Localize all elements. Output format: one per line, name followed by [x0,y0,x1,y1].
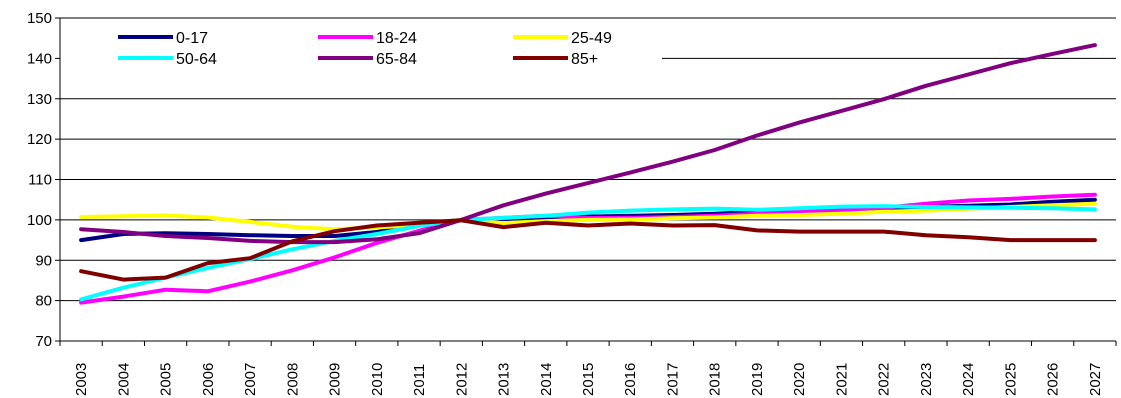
x-tick-label: 2007 [242,363,259,396]
x-tick-label: 2009 [327,363,344,396]
x-tick-label: 2011 [411,364,428,396]
x-tick-label: 2025 [1002,363,1019,396]
x-tick-label: 2005 [158,363,175,396]
legend-label-18-24: 18-24 [376,30,417,47]
x-tick-label: 2003 [73,363,90,396]
legend-label-25-49: 25-49 [571,30,612,47]
x-tick-label: 2006 [200,363,217,396]
series-line-65-84 [79,43,1097,245]
series-lines [79,43,1097,305]
x-tick-label: 2015 [580,363,597,396]
y-tick-labels: 70 80 90 100 110 120 130 140 150 [27,10,52,350]
x-tick-label: 2017 [664,363,681,396]
x-tick-label: 2014 [538,363,555,396]
series-line-25-49 [79,201,1097,232]
x-tick-labels: 2003 2004 2005 2006 2007 2008 2009 2010 2011 2012… [73,363,1104,396]
y-tick-label: 140 [27,50,52,67]
legend-label-50-64: 50-64 [176,51,217,68]
y-tick-label: 150 [27,10,52,27]
y-tick-label: 120 [27,131,52,148]
series-line-85+ [79,218,1097,282]
y-tick-label: 70 [35,333,52,350]
legend: 0-17 18-24 25-49 50-64 65-84 85+ [118,30,612,68]
x-tick-label: 2012 [453,363,470,396]
y-tick-label: 130 [27,91,52,108]
x-tick-label: 2022 [876,363,893,396]
axes [55,17,1117,346]
x-tick-label: 2016 [622,363,639,396]
y-tick-label: 100 [27,212,52,229]
y-tick-label: 110 [28,172,52,189]
legend-label-0-17: 0-17 [176,30,208,47]
series-line-18-24 [79,192,1097,305]
x-tick-label: 2019 [749,363,766,396]
legend-label-85+: 85+ [571,51,598,68]
x-tick-label: 2027 [1087,363,1104,396]
x-tick-label: 2008 [284,363,301,396]
y-tick-label: 90 [35,252,52,269]
x-tick-label: 2021 [833,363,850,396]
x-tick-label: 2026 [1045,363,1062,396]
legend-label-65-84: 65-84 [376,51,417,68]
y-tick-label: 80 [35,293,52,310]
x-tick-label: 2024 [960,363,977,396]
x-tick-label: 2013 [496,363,513,396]
x-tick-label: 2023 [918,363,935,396]
x-tick-label: 2004 [115,363,132,396]
x-tick-label: 2018 [707,363,724,396]
x-tick-label: 2020 [791,363,808,396]
x-tick-label: 2010 [369,363,386,396]
